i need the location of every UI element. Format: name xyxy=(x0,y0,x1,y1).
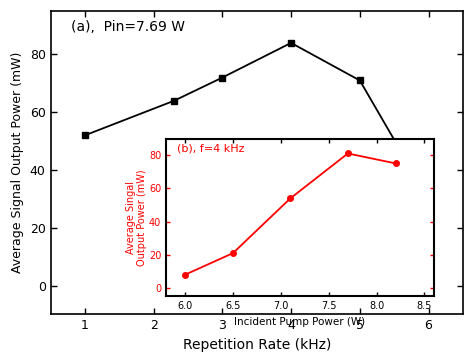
Text: (a),  Pin=7.69 W: (a), Pin=7.69 W xyxy=(71,20,185,34)
Y-axis label: Average Signal Output Power (mW): Average Signal Output Power (mW) xyxy=(11,52,24,273)
X-axis label: Repetition Rate (kHz): Repetition Rate (kHz) xyxy=(182,338,331,352)
